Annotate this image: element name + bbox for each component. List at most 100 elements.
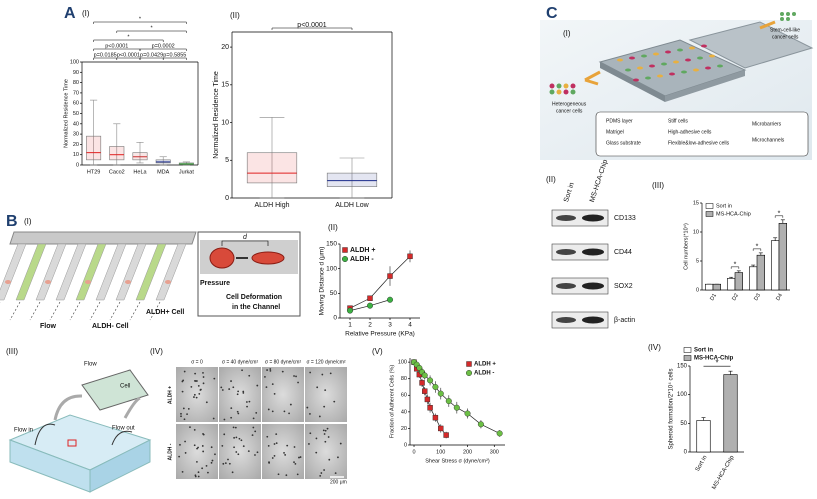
marker bbox=[424, 396, 431, 403]
micrograph bbox=[305, 424, 347, 479]
box bbox=[86, 135, 102, 161]
cell-dot bbox=[240, 439, 243, 442]
y-tick-label: 50 bbox=[73, 111, 79, 117]
cell-dot bbox=[233, 436, 236, 439]
bracket-label: * bbox=[127, 34, 130, 40]
bracket bbox=[271, 27, 353, 30]
cell-dot bbox=[337, 456, 339, 459]
cell-dot bbox=[334, 472, 337, 475]
x-tick-label: D4 bbox=[775, 293, 784, 302]
cell-dot bbox=[214, 453, 216, 456]
bar bbox=[756, 254, 765, 291]
marker bbox=[496, 430, 503, 437]
cell-dot bbox=[232, 386, 235, 389]
cell-dot bbox=[323, 405, 326, 408]
channel bbox=[0, 243, 27, 301]
lane-label: Sort in bbox=[563, 182, 576, 204]
cell bbox=[665, 50, 671, 54]
cell-dot bbox=[224, 462, 227, 465]
blot-band bbox=[582, 316, 604, 324]
cell-dot bbox=[232, 426, 235, 429]
cell-dot bbox=[193, 396, 195, 398]
cell-dot bbox=[210, 461, 213, 464]
blot-band bbox=[556, 249, 576, 255]
cell-dot bbox=[277, 473, 280, 476]
cell bbox=[629, 56, 635, 60]
marker bbox=[421, 372, 428, 379]
blot-band bbox=[582, 214, 604, 222]
cell-dot bbox=[320, 472, 323, 474]
cell-dot bbox=[210, 446, 213, 449]
cell-dot bbox=[202, 372, 204, 374]
cell-dot bbox=[247, 450, 250, 452]
cell-dot bbox=[271, 410, 274, 413]
cell bbox=[125, 280, 131, 284]
series-line bbox=[349, 256, 411, 309]
cell-dot bbox=[242, 392, 245, 394]
bar bbox=[726, 278, 736, 291]
channel bbox=[15, 243, 47, 301]
marker bbox=[432, 414, 439, 421]
box bbox=[109, 146, 125, 161]
cell-dot bbox=[184, 440, 186, 443]
cell-dot bbox=[205, 401, 208, 404]
cell-dot bbox=[230, 380, 232, 382]
cell-dot bbox=[181, 390, 184, 393]
cell-dot bbox=[281, 370, 284, 373]
cell-dot bbox=[284, 454, 287, 456]
legend-text: High-adhesive cells bbox=[668, 129, 712, 135]
cell-dot bbox=[308, 443, 310, 445]
cell-dot bbox=[233, 446, 235, 449]
cell-dot bbox=[194, 380, 197, 382]
bracket-label: * bbox=[139, 16, 142, 22]
legend-text: Matrigel bbox=[606, 129, 624, 135]
panel-letter: C bbox=[546, 5, 558, 22]
cell bbox=[780, 17, 784, 21]
cell-dot bbox=[228, 388, 231, 390]
cell-dot bbox=[230, 407, 233, 409]
marker bbox=[477, 421, 484, 428]
y-tick-label: 50 bbox=[680, 421, 687, 427]
lane-label: MS-HCA-Chip bbox=[589, 159, 609, 203]
y-tick-label: 10 bbox=[693, 229, 699, 235]
cell-dot bbox=[254, 430, 257, 433]
x-tick-label: D2 bbox=[731, 293, 740, 302]
micrograph bbox=[176, 424, 218, 479]
y-tick-label: 15 bbox=[221, 82, 229, 89]
cell-dot bbox=[238, 437, 241, 440]
cell-dot bbox=[196, 460, 198, 463]
cell-dot bbox=[329, 372, 332, 375]
cell-dot bbox=[183, 370, 186, 373]
legend-label: ALDH + bbox=[474, 362, 496, 368]
cell-dot bbox=[234, 426, 237, 429]
cell bbox=[685, 58, 691, 62]
chip-edge bbox=[665, 70, 745, 102]
cell-dot bbox=[321, 373, 324, 376]
panel-sublabel: (I) bbox=[82, 9, 90, 18]
cell bbox=[645, 76, 651, 80]
protein-label: SOX2 bbox=[614, 283, 633, 290]
x-tick-label: HT29 bbox=[87, 169, 100, 175]
panel-sublabel: (III) bbox=[6, 347, 18, 356]
cell bbox=[570, 83, 576, 89]
y-tick-label: 0 bbox=[225, 195, 229, 202]
y-tick-label: 100 bbox=[677, 392, 688, 398]
marker bbox=[422, 388, 428, 394]
cell-dot bbox=[200, 388, 202, 391]
arrow bbox=[34, 423, 133, 446]
marker bbox=[432, 384, 439, 391]
cell-dot bbox=[266, 369, 269, 371]
y-tick-label: 30 bbox=[73, 132, 79, 138]
schematic-label: ALDH- Cell bbox=[92, 323, 129, 330]
cell-dot bbox=[327, 436, 330, 438]
cell bbox=[209, 247, 235, 269]
protein-label: CD133 bbox=[614, 215, 636, 222]
legend-text: Flexible&low-adhesive cells bbox=[668, 140, 730, 146]
micrograph bbox=[176, 367, 218, 422]
cell-dot bbox=[285, 474, 288, 477]
cell bbox=[85, 280, 91, 284]
cell bbox=[556, 83, 562, 89]
cell bbox=[677, 48, 683, 52]
x-tick-label: 1 bbox=[348, 322, 352, 329]
cell bbox=[165, 280, 171, 284]
